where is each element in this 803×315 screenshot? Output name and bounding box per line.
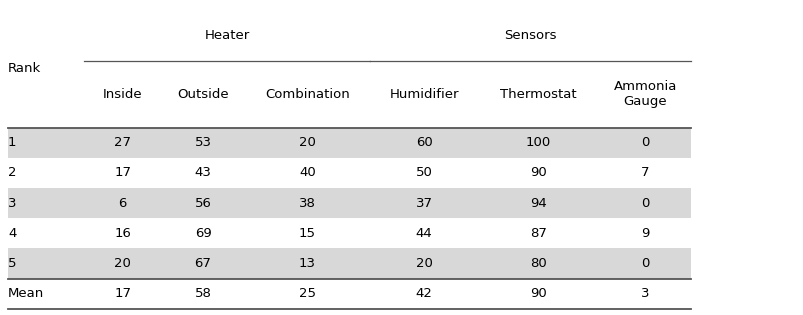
Text: 1: 1: [8, 136, 17, 149]
Text: 80: 80: [530, 257, 546, 270]
Text: 90: 90: [530, 287, 546, 300]
Text: 27: 27: [114, 136, 131, 149]
Text: 17: 17: [114, 166, 131, 179]
Text: 6: 6: [118, 197, 127, 209]
Text: 60: 60: [415, 136, 432, 149]
Text: 44: 44: [415, 227, 432, 240]
Text: 42: 42: [415, 287, 432, 300]
Text: 58: 58: [194, 287, 211, 300]
Text: 3: 3: [8, 197, 17, 209]
Text: Combination: Combination: [265, 88, 349, 101]
Text: 25: 25: [299, 287, 316, 300]
Text: 5: 5: [8, 257, 17, 270]
Text: 43: 43: [194, 166, 211, 179]
Text: 0: 0: [640, 197, 649, 209]
Text: 9: 9: [640, 227, 649, 240]
Text: 53: 53: [194, 136, 211, 149]
Text: 2: 2: [8, 166, 17, 179]
Text: 69: 69: [194, 227, 211, 240]
Text: 20: 20: [114, 257, 131, 270]
Bar: [8, 248, 691, 278]
Text: 0: 0: [640, 136, 649, 149]
Text: 15: 15: [299, 227, 316, 240]
Text: 100: 100: [525, 136, 551, 149]
Text: 40: 40: [299, 166, 316, 179]
Text: Heater: Heater: [204, 29, 250, 42]
Text: 20: 20: [299, 136, 316, 149]
Text: 38: 38: [299, 197, 316, 209]
Text: Rank: Rank: [8, 62, 41, 75]
Text: 50: 50: [415, 166, 432, 179]
Text: Mean: Mean: [8, 287, 44, 300]
Text: 37: 37: [415, 197, 432, 209]
Text: Sensors: Sensors: [503, 29, 556, 42]
Text: 56: 56: [194, 197, 211, 209]
Text: 4: 4: [8, 227, 16, 240]
Text: Inside: Inside: [103, 88, 142, 101]
Text: 3: 3: [640, 287, 649, 300]
Bar: [8, 188, 691, 218]
Text: 94: 94: [530, 197, 546, 209]
Text: Outside: Outside: [177, 88, 229, 101]
Text: 7: 7: [640, 166, 649, 179]
Text: Ammonia
Gauge: Ammonia Gauge: [613, 81, 676, 108]
Text: 0: 0: [640, 257, 649, 270]
Text: 20: 20: [415, 257, 432, 270]
Text: Humidifier: Humidifier: [389, 88, 459, 101]
Text: 87: 87: [530, 227, 546, 240]
Text: 13: 13: [299, 257, 316, 270]
Bar: [8, 128, 691, 158]
Text: 67: 67: [194, 257, 211, 270]
Text: 17: 17: [114, 287, 131, 300]
Text: 90: 90: [530, 166, 546, 179]
Text: Thermostat: Thermostat: [499, 88, 577, 101]
Text: 16: 16: [114, 227, 131, 240]
